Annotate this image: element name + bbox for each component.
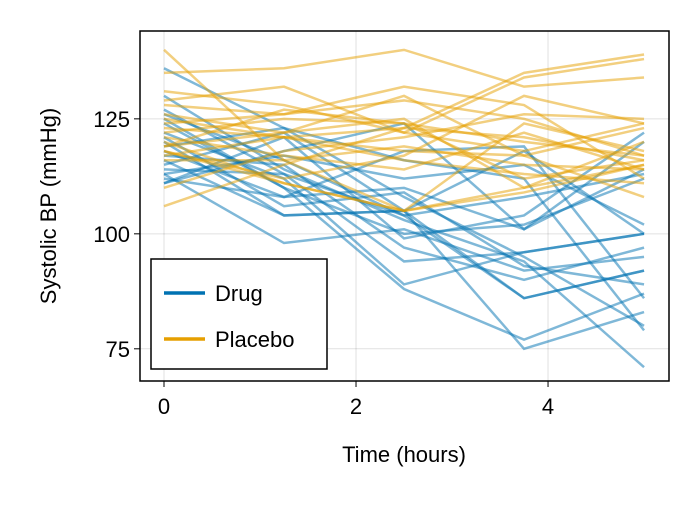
legend: Drug Placebo	[150, 258, 328, 370]
y-tick-label: 125	[93, 107, 130, 132]
series-line-placebo	[163, 126, 645, 208]
series-line-drug	[163, 94, 645, 369]
plot-frame	[139, 30, 670, 382]
x-tick-label: 0	[158, 394, 170, 419]
series-line-placebo	[163, 117, 645, 185]
series-line-drug	[163, 172, 645, 272]
series-line-placebo	[163, 85, 645, 153]
legend-box	[150, 258, 328, 370]
series-line-placebo	[163, 48, 645, 88]
series-line-placebo	[163, 108, 645, 157]
series-line-placebo	[163, 85, 645, 180]
x-axis-label: Time (hours)	[342, 442, 466, 467]
series-line-placebo	[163, 94, 645, 180]
series-line-drug	[163, 108, 645, 263]
legend-label-drug: Drug	[215, 281, 263, 306]
series-line-placebo	[164, 145, 645, 171]
x-tick-label: 4	[542, 394, 554, 419]
ticks: 0 2 4 75 100 125	[93, 107, 554, 419]
series-line-placebo	[163, 99, 645, 157]
series-line-drug	[163, 117, 645, 341]
series-line-drug	[163, 136, 645, 286]
series-line-placebo	[163, 112, 645, 190]
series-line-placebo	[163, 113, 645, 190]
series-line-drug	[163, 154, 645, 226]
series-line-drug	[163, 67, 645, 327]
series-line-placebo	[163, 94, 645, 199]
y-axis-label: Systolic BP (mmHg)	[36, 108, 61, 304]
y-tick-label: 100	[93, 222, 130, 247]
series-line-placebo	[163, 149, 645, 213]
series-line-drug	[163, 140, 645, 231]
y-tick-label: 75	[106, 337, 130, 362]
x-tick-label: 2	[350, 394, 362, 419]
series-lines	[163, 48, 646, 369]
legend-label-placebo: Placebo	[215, 327, 295, 352]
